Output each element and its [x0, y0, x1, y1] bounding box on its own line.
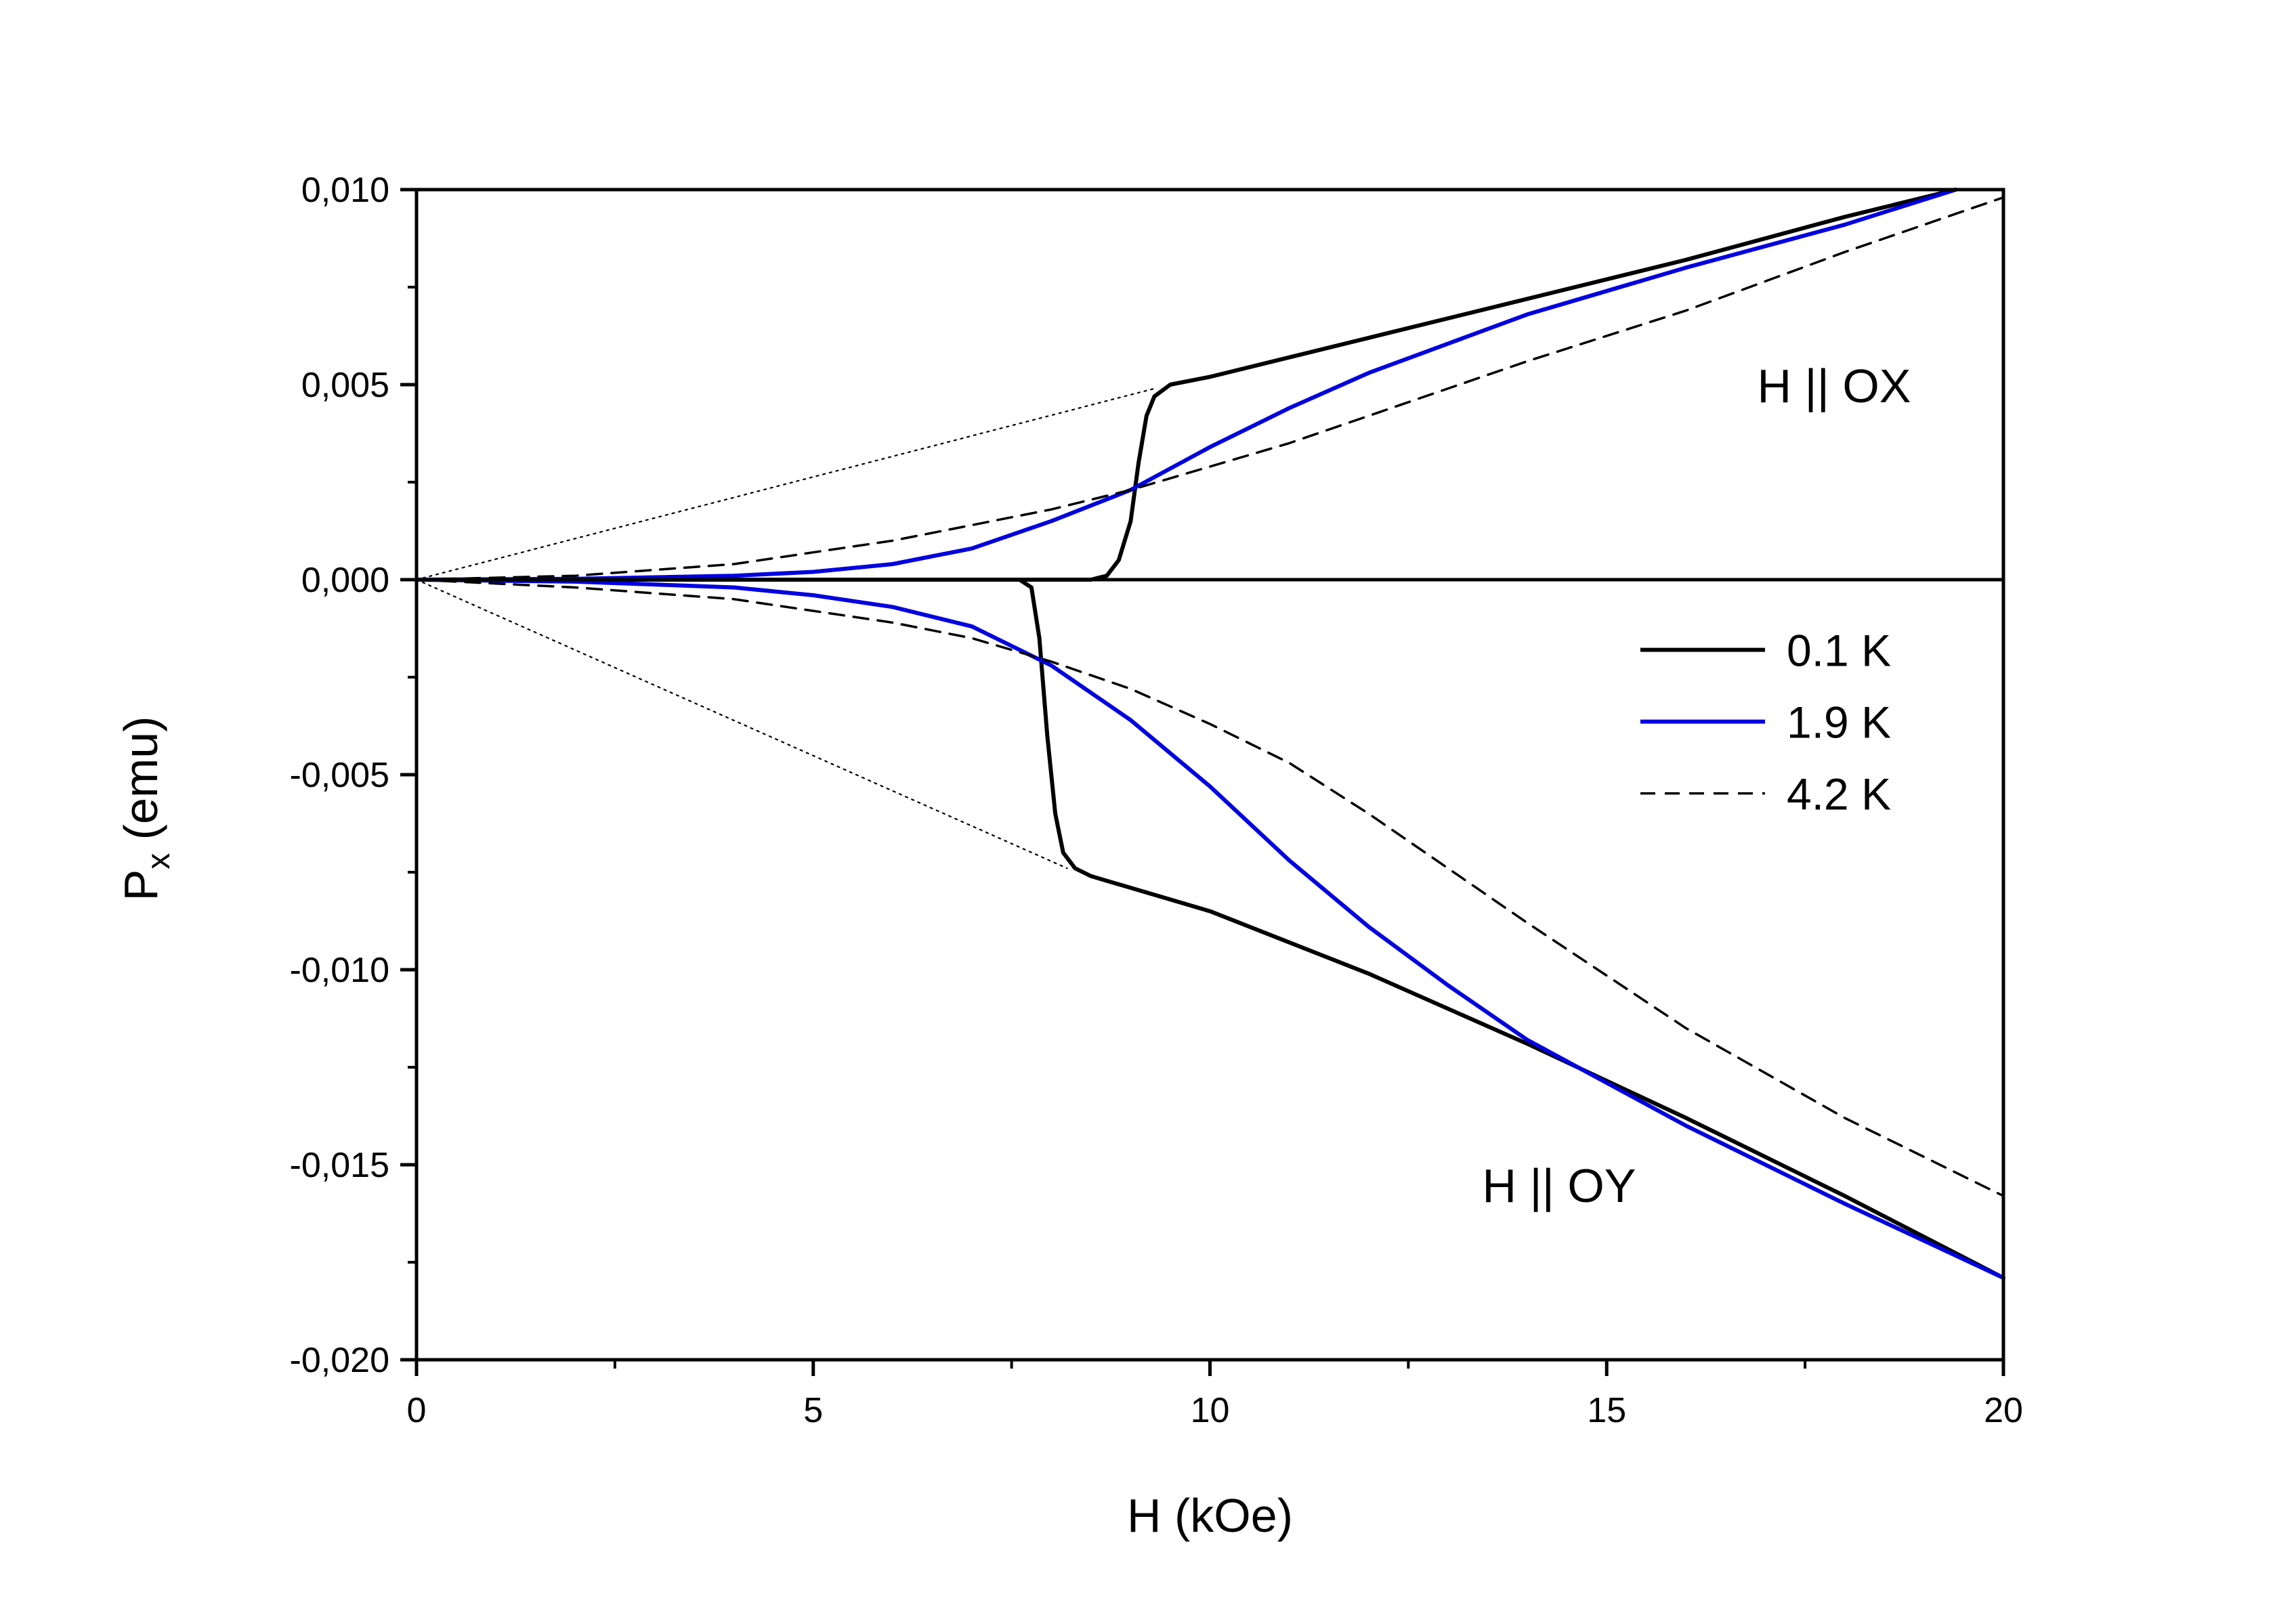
y-axis-title-main: P	[114, 869, 167, 901]
series-line-1-9-k-oy	[414, 578, 2005, 1280]
y-tick-label: -0,010	[290, 951, 389, 990]
annotation-h-parallel-ox: H || OX	[1758, 360, 1911, 412]
legend: 0.1 K 1.9 K 4.2 K	[1640, 626, 1891, 819]
y-tick-label: -0,020	[290, 1341, 389, 1380]
x-axis-title: H (kOe)	[1127, 1489, 1293, 1542]
y-tick-label: -0,015	[290, 1146, 389, 1185]
y-axis-title: Px (emu)	[114, 716, 177, 901]
legend-label: 1.9 K	[1787, 697, 1891, 748]
series-line-0-1-k-ox	[414, 188, 1958, 582]
series-line-linear-guide-ox	[415, 387, 1155, 581]
y-axis-title-subscript: x	[141, 853, 177, 869]
x-tick-label: 20	[1984, 1391, 2023, 1430]
series-line-0-1-k-oy	[414, 578, 2005, 1280]
y-axis-title-unit: (emu)	[114, 716, 167, 853]
annotation-h-parallel-oy: H || OY	[1483, 1159, 1636, 1212]
y-tick-label: -0,005	[290, 756, 389, 795]
x-tick-label: 10	[1191, 1391, 1230, 1430]
y-tick-label: 0,005	[301, 366, 389, 405]
legend-label: 0.1 K	[1787, 626, 1891, 676]
legend-label: 4.2 K	[1787, 769, 1891, 819]
series-line-4-2-k-oy	[415, 578, 2005, 1197]
x-tick-label: 15	[1587, 1391, 1626, 1430]
axes-layer: 0 5 10 15 20 0,010 0,005 0,000 -0,005 -0,010 -0,01…	[290, 171, 2023, 1430]
annotations: H || OX H || OY	[1483, 360, 1911, 1212]
x-tick-label: 0	[407, 1391, 427, 1430]
series-line-4-2-k-ox	[415, 196, 2005, 581]
series-layer	[414, 188, 2005, 1280]
y-tick-label: 0,010	[301, 171, 389, 210]
y-tick-label: 0,000	[301, 561, 389, 600]
x-tick-label: 5	[803, 1391, 823, 1430]
